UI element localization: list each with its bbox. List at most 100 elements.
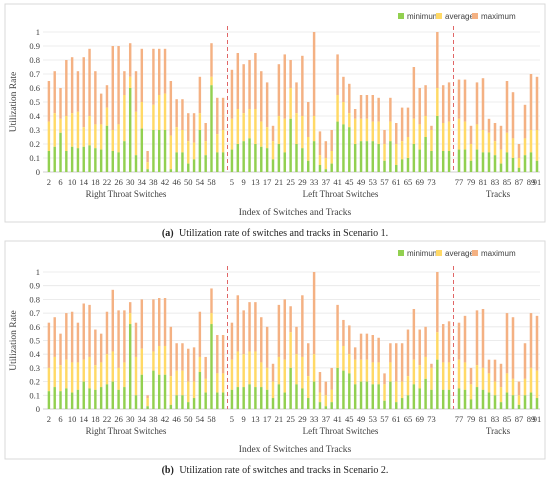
x-tick-label: 42: [161, 414, 170, 424]
bar-minimum: [117, 152, 120, 172]
bar-maximum: [47, 322, 51, 368]
bar-minimum: [511, 158, 515, 172]
bar-average: [70, 113, 74, 147]
bar-minimum: [216, 392, 219, 409]
x-tick-label: 46: [172, 414, 181, 424]
bar-maximum: [163, 48, 167, 94]
y-axis-title: Utilization Rate: [9, 72, 19, 132]
bar-average: [163, 93, 167, 130]
x-tick-label: 85: [503, 414, 512, 424]
bar-average: [348, 354, 351, 374]
bar-minimum: [301, 388, 304, 409]
bar-minimum: [412, 384, 416, 409]
bar-maximum: [277, 304, 281, 357]
bar-maximum: [128, 302, 132, 314]
x-tick-label: 5: [230, 177, 234, 187]
bar-maximum: [424, 326, 427, 357]
bar-average: [76, 362, 80, 390]
bar-minimum: [469, 399, 473, 409]
bar-average: [47, 121, 51, 151]
bar-maximum: [198, 76, 202, 114]
bar-minimum: [330, 402, 333, 409]
bar-minimum: [70, 392, 74, 409]
bar-average: [152, 104, 155, 130]
y-tick-label: 0.6: [29, 322, 40, 332]
bar-average: [192, 142, 196, 160]
bar-minimum: [236, 387, 240, 409]
bar-maximum: [192, 113, 196, 143]
x-tick-label: 50: [184, 177, 193, 187]
legend-label-minimum: minimum: [407, 12, 440, 21]
y-tick-label: 0.9: [29, 41, 40, 51]
bar-maximum: [523, 104, 527, 139]
bar-average: [353, 118, 357, 144]
bar-maximum: [412, 308, 416, 360]
bar-average: [204, 141, 207, 156]
bar-maximum: [306, 343, 310, 377]
bar-maximum: [377, 337, 380, 363]
bar-minimum: [175, 395, 178, 409]
bar-minimum: [400, 398, 404, 409]
bar-average: [242, 354, 245, 388]
bar-minimum: [348, 127, 351, 172]
bar-average: [260, 362, 263, 388]
bar-average: [336, 340, 339, 368]
bar-minimum: [430, 151, 433, 172]
bar-maximum: [348, 83, 351, 114]
bar-average: [365, 359, 369, 382]
chart-frame: [4, 3, 546, 223]
bar-minimum: [99, 387, 103, 409]
bar-maximum: [99, 93, 103, 125]
bar-minimum: [336, 121, 339, 172]
bar-maximum: [152, 299, 155, 352]
bar-average: [271, 381, 275, 399]
bar-minimum: [88, 145, 91, 172]
bar-minimum: [230, 389, 234, 409]
bar-maximum: [493, 123, 497, 142]
bar-minimum: [283, 152, 286, 172]
bar-maximum: [389, 97, 392, 122]
bar-maximum: [210, 43, 213, 77]
bar-minimum: [105, 384, 109, 409]
bar-maximum: [230, 69, 234, 119]
bar-minimum: [140, 128, 144, 172]
y-tick-label: 0.1: [29, 153, 40, 163]
x-tick-label: 41: [333, 177, 342, 187]
bar-average: [187, 381, 190, 403]
bar-average: [295, 354, 298, 385]
x-tick-label: 22: [103, 177, 112, 187]
bar-maximum: [123, 71, 126, 95]
bar-average: [441, 123, 445, 151]
bar-minimum: [412, 144, 416, 172]
bar-minimum: [517, 404, 521, 409]
bar-maximum: [146, 151, 149, 163]
bar-maximum: [301, 295, 304, 357]
x-tick-label: 10: [68, 414, 77, 424]
x-tick-label: 30: [126, 177, 135, 187]
bar-maximum: [499, 363, 503, 388]
bar-minimum: [192, 398, 196, 409]
bar-average: [216, 373, 219, 393]
x-tick-label: 21: [275, 414, 284, 424]
bar-minimum: [336, 367, 339, 409]
bar-minimum: [447, 389, 451, 409]
bar-average: [140, 348, 144, 375]
bar-maximum: [348, 325, 351, 355]
bar-minimum: [65, 151, 68, 172]
bar-minimum: [395, 165, 398, 172]
legend-label-maximum: maximum: [481, 12, 516, 21]
x-tick-label: 58: [207, 177, 216, 187]
bar-maximum: [163, 298, 167, 346]
bar-minimum: [353, 144, 357, 172]
bar-average: [359, 118, 363, 142]
bar-maximum: [94, 71, 97, 125]
bar-minimum: [70, 146, 74, 172]
bar-average: [424, 356, 427, 379]
bar-minimum: [295, 384, 298, 409]
group-label: Left Throat Switches: [303, 189, 379, 199]
x-tick-label: 13: [251, 177, 260, 187]
bar-maximum: [487, 359, 491, 374]
bar-maximum: [152, 48, 155, 105]
bar-maximum: [271, 363, 275, 382]
bar-minimum: [216, 152, 219, 172]
